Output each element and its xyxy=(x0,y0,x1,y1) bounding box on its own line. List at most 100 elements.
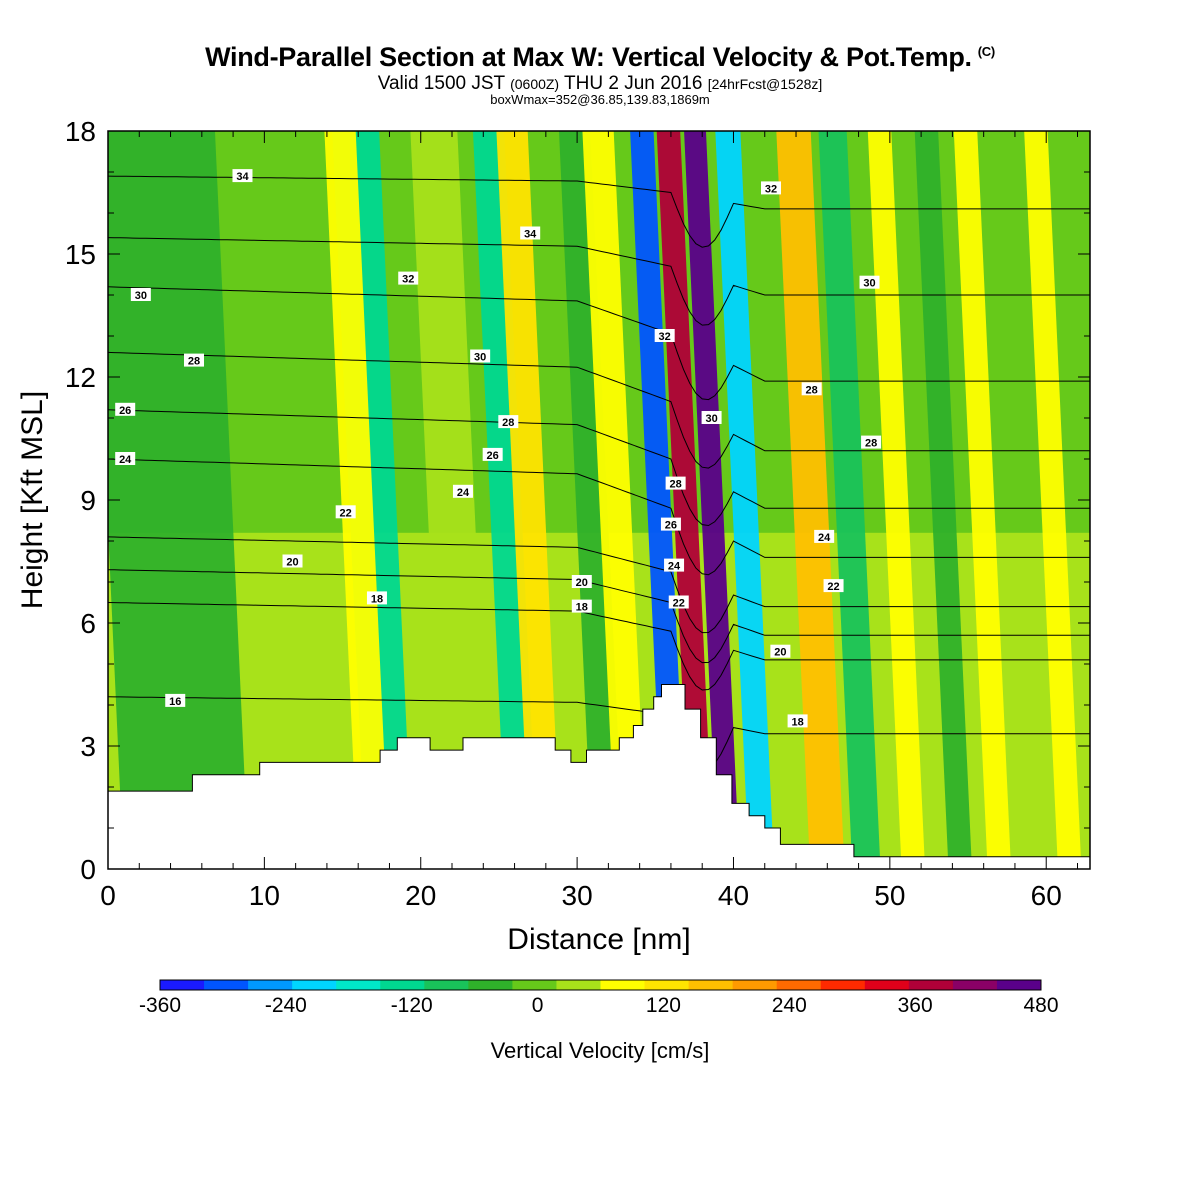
colorbar-label: -360 xyxy=(139,994,181,1017)
contour-label-text: 28 xyxy=(669,479,681,491)
contour-label-text: 26 xyxy=(487,450,499,462)
contour-label: 22 xyxy=(823,579,844,593)
x-tick-label: 20 xyxy=(405,880,436,911)
x-tick-label: 60 xyxy=(1031,880,1062,911)
terrain-profile xyxy=(108,684,1090,869)
colorbar-swatch xyxy=(380,980,425,990)
contour-label: 26 xyxy=(482,447,503,462)
theta-contour-line xyxy=(108,175,1090,248)
velocity-band xyxy=(108,131,249,869)
contour-label-text: 18 xyxy=(371,593,383,605)
velocity-band xyxy=(953,131,1012,869)
contour-label-text: 28 xyxy=(865,438,877,450)
y-tick-label: 9 xyxy=(80,485,96,516)
theta-contours xyxy=(108,175,1090,772)
contour-label-text: 28 xyxy=(806,384,818,396)
box-wmax-info: boxWmax=352@36.85,139.83,1869m xyxy=(490,92,710,107)
contour-label-text: 28 xyxy=(188,356,200,368)
x-tick-labels: 0 10 20 30 40 50 60 xyxy=(100,880,1062,911)
x-tick-label: 0 xyxy=(100,880,116,911)
contour-label-text: 34 xyxy=(236,171,249,183)
colorbar-swatch xyxy=(776,980,822,990)
chart-title: Wind-Parallel Section at Max W: Vertical… xyxy=(205,42,995,72)
contour-label-box xyxy=(470,349,491,363)
contour-label-box xyxy=(861,435,882,449)
velocity-band xyxy=(684,131,740,869)
contour-label: 18 xyxy=(787,714,808,728)
contour-label-text: 30 xyxy=(705,413,717,425)
colorbar-swatch xyxy=(512,980,557,990)
colorbar-swatch xyxy=(468,980,513,990)
contour-label: 18 xyxy=(366,591,387,605)
theta-contour-line xyxy=(108,351,1090,469)
contour-label-text: 32 xyxy=(659,331,671,343)
contour-label-box xyxy=(452,484,473,498)
x-tick-label: 30 xyxy=(562,880,593,911)
x-axis-title: Distance [nm] xyxy=(507,923,690,956)
colorbar-swatch xyxy=(732,980,778,990)
contour-label: 22 xyxy=(335,505,356,519)
contour-label-box xyxy=(660,517,681,531)
contour-label-text: 16 xyxy=(169,696,181,708)
contour-label: 30 xyxy=(130,288,151,302)
contour-label-box xyxy=(571,599,592,613)
contour-label-box xyxy=(482,447,503,461)
contour-label-box xyxy=(571,575,592,588)
colorbar-swatch xyxy=(336,980,381,990)
y-axis-title: Height [Kft MSL] xyxy=(16,391,49,609)
velocity-band xyxy=(410,131,492,869)
velocity-band xyxy=(914,131,972,869)
contour-label-box xyxy=(398,271,419,285)
contour-label: 22 xyxy=(668,595,689,610)
contour-label-text: 24 xyxy=(457,487,470,499)
contour-label-box xyxy=(668,595,689,609)
contour-label-text: 30 xyxy=(863,278,875,290)
vertical-velocity-field xyxy=(108,131,1090,869)
theta-contour-line xyxy=(108,409,1090,527)
colorbar-label: 480 xyxy=(1023,994,1058,1017)
colorbar-swatch xyxy=(600,980,646,990)
contour-label: 28 xyxy=(498,415,519,429)
copyright-mark: (C) xyxy=(977,44,995,59)
contour-label-box xyxy=(859,275,880,289)
contour-label-text: 22 xyxy=(827,581,839,593)
contour-label: 32 xyxy=(654,329,675,343)
contour-label-text: 26 xyxy=(665,520,677,532)
contour-label-text: 24 xyxy=(818,532,831,544)
colorbar-label: 0 xyxy=(532,994,544,1017)
contour-label-text: 30 xyxy=(135,290,147,302)
contour-label-text: 28 xyxy=(502,417,514,429)
theta-contour-line xyxy=(108,696,1090,772)
velocity-band xyxy=(776,131,845,869)
contour-label-box xyxy=(115,402,136,416)
contour-label-box xyxy=(823,579,844,593)
contour-label: 24 xyxy=(115,452,136,466)
contour-label: 28 xyxy=(184,353,205,368)
contour-label-box xyxy=(184,353,205,367)
contour-label-text: 20 xyxy=(576,577,588,589)
colorbar-swatch xyxy=(996,980,1042,990)
contour-label-text: 18 xyxy=(791,716,803,728)
velocity-band xyxy=(1024,131,1082,869)
contour-label-text: 32 xyxy=(765,183,777,195)
colorbar-swatch xyxy=(424,980,469,990)
contour-label-box xyxy=(787,714,808,728)
contour-label-box xyxy=(801,382,822,396)
y-tick-label: 12 xyxy=(65,362,96,393)
theta-contour-line xyxy=(108,286,1090,401)
colorbar-swatch xyxy=(864,980,910,990)
colorbar xyxy=(159,979,1042,991)
contour-label: 30 xyxy=(470,349,491,364)
contour-label-text: 22 xyxy=(673,598,685,610)
y-tick-label: 0 xyxy=(80,854,96,885)
velocity-band xyxy=(582,131,648,869)
contour-label-text: 30 xyxy=(474,352,486,364)
colorbar-swatch xyxy=(688,980,734,990)
theta-contour-labels: 34 34 32 32 32 30 30 30 30 28 28 28 28 28 26 26 26 24 24 24… xyxy=(115,169,882,728)
contour-label-box xyxy=(165,693,186,707)
contour-label-text: 18 xyxy=(576,602,588,614)
contour-label: 32 xyxy=(761,181,782,195)
contour-label-box xyxy=(366,591,387,605)
colorbar-swatch xyxy=(292,980,337,990)
